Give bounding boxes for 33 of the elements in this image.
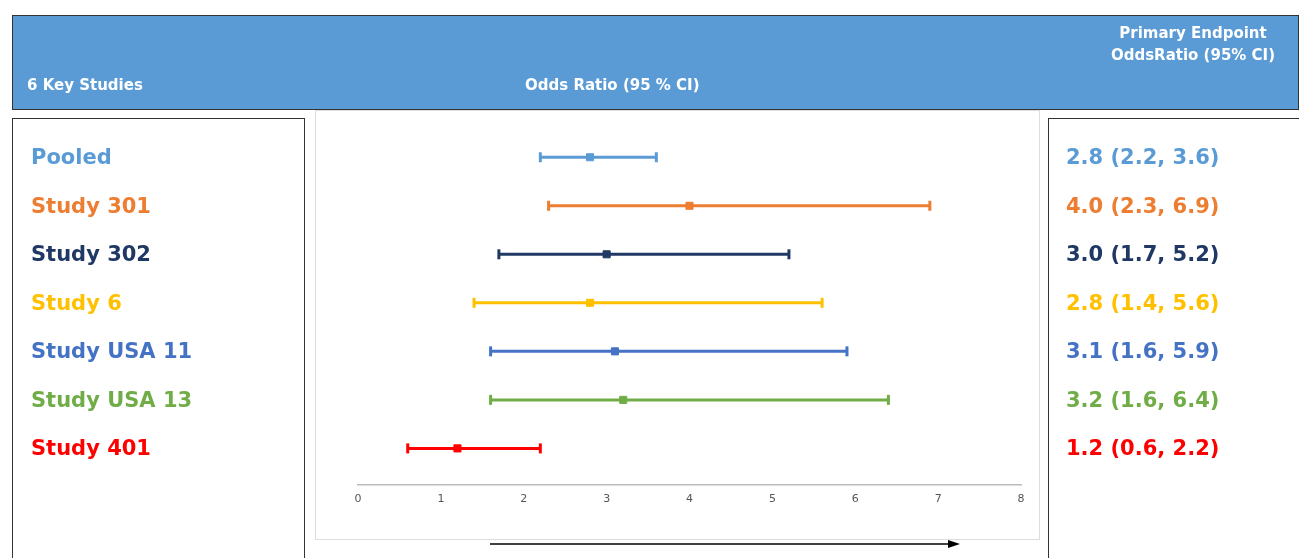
y-tick-label: Study 302 bbox=[31, 242, 151, 267]
x-tick-label: 7 bbox=[934, 492, 942, 506]
point bbox=[453, 444, 462, 453]
point bbox=[586, 298, 595, 307]
y-tick-label: Pooled bbox=[31, 145, 112, 170]
x-tick-label: 1 bbox=[437, 492, 445, 506]
text: 6 Key Studies bbox=[27, 76, 143, 94]
text: Primary Endpoint OddsRatio (95% CI) bbox=[1109, 23, 1277, 66]
data-label: 2.8 (1.4, 5.6) bbox=[1066, 290, 1220, 315]
x-tick-label: 6 bbox=[851, 492, 859, 506]
data-label: 3.2 (1.6, 6.4) bbox=[1066, 387, 1220, 412]
x-tick-label: 2 bbox=[520, 492, 528, 506]
point bbox=[610, 347, 619, 356]
y-tick-label: Study 6 bbox=[31, 290, 122, 315]
data-label: 3.1 (1.6, 5.9) bbox=[1066, 339, 1220, 364]
x-tick-label: 8 bbox=[1017, 492, 1025, 506]
chart-title: Odds Ratio (95 % CI) bbox=[525, 76, 700, 94]
data-label: 3.0 (1.7, 5.2) bbox=[1066, 242, 1220, 267]
x-tick-label: 3 bbox=[603, 492, 611, 506]
y-tick-label: Study USA 13 bbox=[31, 387, 193, 412]
x-tick-label: 0 bbox=[354, 492, 362, 506]
point bbox=[586, 153, 595, 162]
y-tick-label: Study 401 bbox=[31, 436, 151, 461]
y-tick-label: Study USA 11 bbox=[31, 339, 193, 364]
point bbox=[602, 250, 611, 259]
y-tick-label: Study 301 bbox=[31, 193, 151, 218]
point bbox=[685, 201, 694, 210]
data-label: 1.2 (0.6, 2.2) bbox=[1066, 436, 1220, 461]
point bbox=[619, 395, 628, 404]
data-label: 2.8 (2.2, 3.6) bbox=[1066, 145, 1220, 170]
x-tick-label: 4 bbox=[686, 492, 693, 506]
data-label: 4.0 (2.3, 6.9) bbox=[1066, 193, 1220, 218]
x-tick-label: 5 bbox=[768, 492, 776, 506]
